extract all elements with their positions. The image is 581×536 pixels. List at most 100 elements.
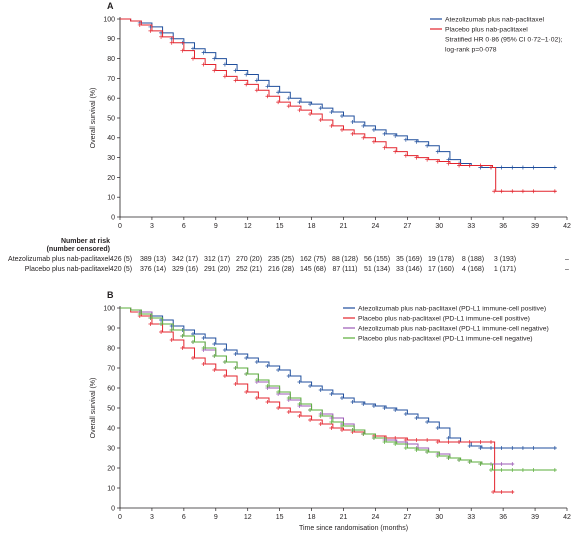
p1-risk-cell: 291 (20) bbox=[204, 266, 230, 273]
p1-risk-cell: 235 (25) bbox=[268, 256, 294, 263]
p2-series-4-censor-mark bbox=[446, 456, 451, 460]
p2-y-tick-label: 60 bbox=[107, 385, 115, 392]
p1-series-1-censor-mark bbox=[340, 114, 344, 119]
p2-series-4-censor-mark bbox=[201, 346, 206, 350]
p2-series-1-censor-mark bbox=[552, 446, 557, 450]
p2-x-tick-label: 6 bbox=[182, 514, 186, 521]
p2-series-1-censor-mark bbox=[212, 342, 217, 346]
p1-x-tick-label: 42 bbox=[563, 223, 571, 230]
p2-series-1-censor-mark bbox=[201, 336, 206, 340]
p1-series-2-censor-mark bbox=[148, 28, 153, 33]
p2-series-1-censor-mark bbox=[414, 416, 419, 420]
p1-y-tick-label: 80 bbox=[107, 56, 115, 63]
p2-series-4-censor-mark bbox=[371, 436, 376, 440]
p1-panel-label: A bbox=[107, 1, 114, 11]
p2-series-2-censor-mark bbox=[510, 490, 515, 494]
p1-series-2-censor-mark bbox=[308, 112, 313, 117]
p2-series-4-censor-mark bbox=[222, 360, 227, 364]
p2-x-tick-label: 30 bbox=[435, 514, 443, 521]
p2-series-2-censor-mark bbox=[265, 400, 270, 404]
p2-x-tick-label: 27 bbox=[403, 514, 411, 521]
p2-series-2-censor-mark bbox=[435, 440, 440, 444]
p2-series-4-censor-mark bbox=[520, 468, 525, 472]
p1-series-2-censor-mark bbox=[159, 34, 164, 39]
p2-series-2-censor-mark bbox=[478, 440, 483, 444]
p2-series-1-curve bbox=[120, 307, 557, 449]
p1-series-2-censor-mark bbox=[318, 117, 323, 122]
p1-series-2-censor-mark bbox=[499, 189, 504, 194]
p2-series-4-censor-mark bbox=[233, 366, 238, 370]
p2-series-4-censor-mark bbox=[191, 340, 195, 344]
p1-series-1-censor-mark bbox=[297, 100, 302, 105]
p1-series-2-censor-mark bbox=[492, 189, 497, 194]
p1-series-1-censor-mark bbox=[318, 106, 323, 111]
p2-series-4-censor-mark bbox=[148, 316, 153, 320]
p2-series-2-censor-mark bbox=[169, 338, 174, 342]
p2-series-2-censor-mark bbox=[233, 382, 238, 386]
p1-y-tick-label: 70 bbox=[107, 76, 115, 83]
p2-series-4-censor-mark bbox=[265, 384, 270, 388]
p1-series-1-censor-mark bbox=[382, 131, 387, 136]
p1-risk-cell: 19 (178) bbox=[428, 256, 454, 263]
p1-series-2-censor-mark bbox=[233, 78, 238, 83]
p1-risk-cell: 252 (21) bbox=[236, 266, 262, 273]
p1-risk-cell: – bbox=[565, 256, 569, 263]
p2-series-2-censor-mark bbox=[308, 418, 313, 422]
p1-risk-cell: 376 (14) bbox=[140, 266, 166, 273]
p1-legend-entry: Atezolizumab plus nab-paclitaxel bbox=[445, 16, 544, 23]
p1-series-2-censor-mark bbox=[137, 22, 142, 27]
p1-annotation-line: log-rank p=0·078 bbox=[445, 46, 497, 53]
p1-series-2-censor-mark bbox=[393, 149, 398, 154]
p1-series-2-censor-mark bbox=[403, 153, 408, 158]
p1-series-1-censor-mark bbox=[414, 139, 419, 144]
p1-risk-cell: 426 (5) bbox=[110, 256, 132, 263]
p2-series-1-censor-mark bbox=[318, 388, 323, 392]
p1-series-2-censor-mark bbox=[382, 145, 387, 150]
p1-risk-cell: 1 (171) bbox=[494, 266, 516, 273]
p2-y-tick-label: 90 bbox=[107, 325, 115, 332]
p1-series-2-censor-mark bbox=[489, 165, 493, 170]
p1-risk-cell: – bbox=[565, 266, 569, 273]
p2-series-1-censor-mark bbox=[435, 426, 440, 430]
p1-series-1-censor-mark bbox=[531, 165, 536, 170]
p1-series-1-censor-mark bbox=[361, 123, 366, 128]
p1-risk-cell: 17 (160) bbox=[428, 266, 454, 273]
p1-x-tick-label: 6 bbox=[182, 223, 186, 230]
p2-series-4-censor-mark bbox=[212, 354, 217, 358]
p1-series-2-censor-mark bbox=[286, 104, 291, 109]
p1-series-1-censor-mark bbox=[286, 96, 291, 101]
p2-series-1-censor-mark bbox=[425, 420, 430, 424]
p2-series-2-censor-mark bbox=[467, 440, 472, 444]
p2-series-4-censor-mark bbox=[308, 408, 313, 412]
p2-series-4-censor-mark bbox=[510, 468, 515, 472]
p2-series-2-censor-mark bbox=[457, 440, 462, 444]
p1-risk-table-subtitle: (number censored) bbox=[47, 246, 110, 253]
p1-risk-cell: 329 (16) bbox=[172, 266, 198, 273]
p1-risk-cell: 389 (13) bbox=[140, 256, 166, 263]
p1-series-2-censor-mark bbox=[414, 155, 419, 160]
p1-x-tick-label: 12 bbox=[244, 223, 252, 230]
p1-y-tick-label: 40 bbox=[107, 135, 115, 142]
p2-y-tick-label: 100 bbox=[103, 305, 115, 312]
p1-risk-cell: 420 (5) bbox=[110, 266, 132, 273]
p1-series-1-censor-mark bbox=[403, 137, 408, 142]
p2-series-1-censor-mark bbox=[393, 408, 398, 412]
p1-x-tick-label: 0 bbox=[118, 223, 122, 230]
p2-series-1-censor-mark bbox=[222, 348, 227, 352]
p2-series-1-censor-mark bbox=[520, 446, 525, 450]
p1-y-axis-label: Overall survival (%) bbox=[90, 88, 97, 149]
p2-x-tick-label: 21 bbox=[340, 514, 348, 521]
p2-y-tick-label: 20 bbox=[107, 465, 115, 472]
p1-y-tick-label: 30 bbox=[107, 155, 115, 162]
p2-legend-entry: Placebo plus nab-paclitaxel (PD-L1 immun… bbox=[358, 315, 530, 322]
p1-risk-cell: 56 (155) bbox=[364, 256, 390, 263]
p1-risk-cell: 342 (17) bbox=[172, 256, 198, 263]
p1-series-1-censor-mark bbox=[446, 157, 451, 162]
p1-x-tick-label: 27 bbox=[403, 223, 411, 230]
p1-series-2-censor-mark bbox=[169, 40, 174, 45]
p2-series-1-censor-mark bbox=[361, 402, 366, 406]
p2-legend-entry: Placebo plus nab-paclitaxel (PD-L1 immun… bbox=[358, 335, 533, 342]
p2-x-tick-label: 36 bbox=[499, 514, 507, 521]
p1-series-2-curve bbox=[120, 18, 557, 192]
p2-y-tick-label: 0 bbox=[111, 505, 115, 512]
